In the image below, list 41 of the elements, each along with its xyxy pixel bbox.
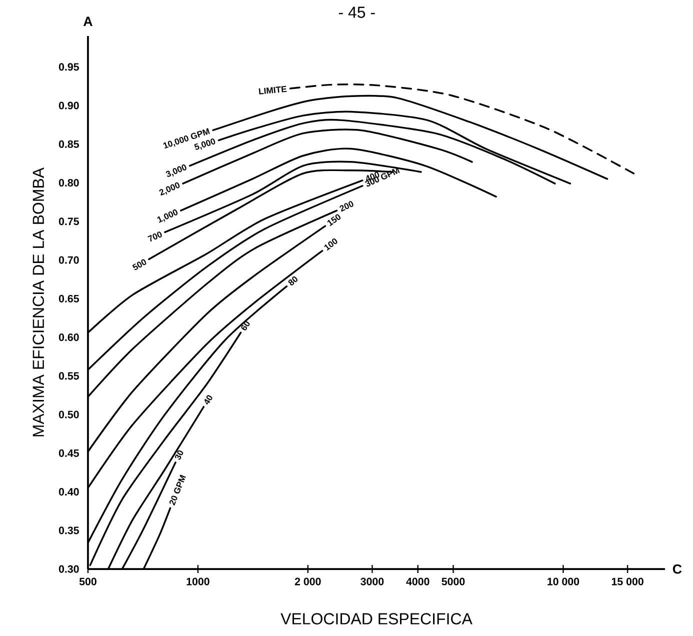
y-tick-label: 0.30 xyxy=(58,565,79,573)
y-tick-label: 0.85 xyxy=(58,140,79,148)
y-tick-label: 0.65 xyxy=(58,295,79,303)
y-tick-label: 0.95 xyxy=(58,63,79,71)
text: 1,000 xyxy=(157,210,178,223)
x-tick-label: 10 000 xyxy=(548,578,580,586)
text: A xyxy=(83,16,92,26)
text: 700 xyxy=(148,232,162,242)
x-tick-label: 5000 xyxy=(442,578,465,586)
x-tick-label: 500 xyxy=(79,578,96,586)
text: 5,000 xyxy=(194,138,216,150)
text: 20 GPM xyxy=(169,474,186,506)
y-axis-title: MAXIMA EFICIENCIA DE LA BOMBA xyxy=(32,168,44,436)
y-tick-label: 0.70 xyxy=(58,256,79,264)
text: 30 xyxy=(175,450,184,460)
y-tick-label: 0.35 xyxy=(58,526,79,534)
y-tick-label: 0.90 xyxy=(58,102,79,110)
y-tick-label: 0.55 xyxy=(58,372,79,380)
x-tick-label: 3000 xyxy=(360,578,384,586)
y-tick-label: 0.80 xyxy=(58,179,79,187)
text: 500 xyxy=(132,259,146,270)
text: 150 xyxy=(327,214,340,226)
text: 40 xyxy=(204,395,212,405)
text: 80 xyxy=(288,276,298,286)
text: LIMITE xyxy=(258,86,287,95)
x-tick-label: 1000 xyxy=(186,578,210,586)
text: 100 xyxy=(324,238,338,251)
text: 2,000 xyxy=(159,182,180,196)
text: 200 xyxy=(340,201,354,212)
x-tick-label: 15 000 xyxy=(612,578,644,586)
x-axis-title: VELOCIDAD ESPECIFICA xyxy=(280,613,472,625)
text: - 45 - xyxy=(338,6,375,18)
y-tick-label: 0.60 xyxy=(58,334,79,342)
y-tick-label: 0.75 xyxy=(58,218,79,226)
x-tick-label: 2 000 xyxy=(294,578,321,586)
text: C xyxy=(672,564,682,574)
y-tick-label: 0.40 xyxy=(58,488,79,496)
y-tick-label: 0.45 xyxy=(58,450,79,458)
text: 3,000 xyxy=(166,164,186,178)
x-tick-label: 4000 xyxy=(406,578,430,586)
y-tick-label: 0.50 xyxy=(58,410,79,418)
